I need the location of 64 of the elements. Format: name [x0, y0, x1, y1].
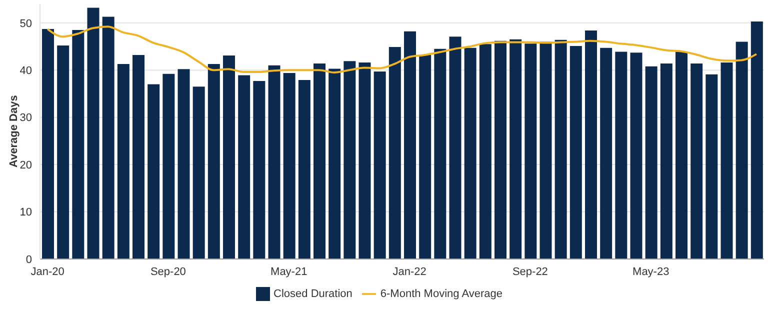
bar: [404, 31, 416, 259]
bar: [328, 68, 341, 259]
bar: [645, 66, 658, 259]
bar: [87, 8, 100, 259]
bar: [600, 48, 612, 259]
line-series: [46, 26, 758, 74]
bar: [148, 84, 160, 259]
y-axis-title: Average Days: [8, 95, 20, 168]
bar: [554, 40, 567, 259]
bar: [57, 46, 70, 259]
bar: [208, 64, 220, 259]
bar: [238, 75, 250, 259]
bar: [615, 52, 628, 259]
bar: [690, 64, 703, 259]
bar: [72, 30, 84, 259]
bar: [510, 39, 522, 259]
bar: [314, 64, 326, 259]
y-tick-label: 0: [26, 254, 32, 266]
x-tick-label: Jan-20: [30, 266, 64, 278]
bar: [585, 30, 597, 259]
bar: [540, 42, 552, 259]
bar: [676, 52, 688, 259]
bar: [630, 52, 642, 259]
bar: [178, 69, 190, 259]
bar: [570, 46, 582, 259]
bar: [750, 21, 763, 259]
bar: [388, 46, 401, 259]
bar: [434, 48, 446, 259]
legend-label: 6-Month Moving Average: [380, 288, 502, 300]
bar: [449, 36, 462, 259]
x-tick-label: Sep-22: [512, 266, 548, 278]
bar: [358, 62, 371, 259]
x-tick-label: Jan-22: [392, 266, 426, 278]
bar: [253, 80, 266, 259]
x-tick-label: May-23: [632, 266, 670, 278]
bar: [192, 86, 205, 259]
y-tick-label: 10: [20, 206, 32, 219]
bar: [494, 40, 506, 259]
bar: [736, 42, 748, 259]
bar: [268, 65, 280, 259]
bar: [298, 80, 310, 259]
bar: [162, 74, 175, 259]
y-tick-label: 40: [20, 65, 32, 78]
y-tick-label: 30: [20, 112, 32, 124]
bar: [117, 64, 130, 259]
bar: [706, 74, 718, 259]
legend-label: Closed Duration: [274, 288, 352, 300]
bar: [464, 48, 476, 259]
bar: [419, 55, 432, 259]
bar: [524, 44, 537, 259]
x-tick-label: Sep-20: [150, 266, 186, 278]
y-tick-label: 20: [20, 159, 32, 172]
bar: [132, 55, 144, 259]
bar: [102, 16, 114, 259]
bar: [660, 64, 672, 259]
bar: [479, 44, 492, 259]
bar: [283, 72, 296, 259]
y-tick-label: 50: [20, 18, 32, 30]
bar: [720, 62, 733, 259]
bar: [223, 55, 235, 259]
bar: [42, 29, 54, 259]
bar: [344, 61, 356, 259]
bar: [374, 72, 386, 259]
x-tick-label: May-21: [270, 266, 308, 278]
